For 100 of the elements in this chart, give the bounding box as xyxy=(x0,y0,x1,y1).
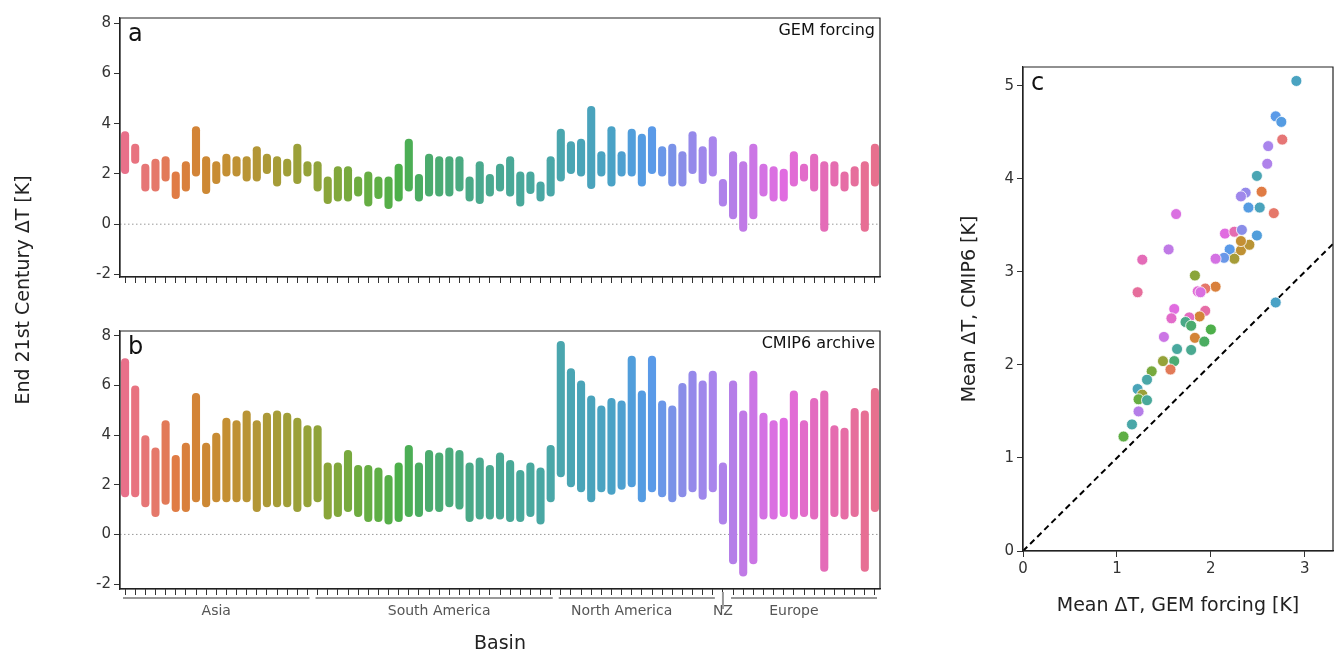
bar xyxy=(465,462,474,523)
point xyxy=(1164,363,1177,376)
point xyxy=(1189,331,1201,344)
bar xyxy=(343,166,353,202)
bar xyxy=(293,417,302,513)
bar xyxy=(830,425,839,518)
point xyxy=(1136,253,1149,266)
bar xyxy=(860,410,869,572)
point xyxy=(1267,207,1280,220)
bar xyxy=(688,131,697,174)
bar xyxy=(810,153,819,192)
bar xyxy=(688,370,697,493)
point xyxy=(1262,140,1275,153)
y-tick-label: 2 xyxy=(1004,354,1014,373)
point xyxy=(1253,201,1266,214)
bar xyxy=(151,158,160,192)
bar xyxy=(303,425,312,508)
bar xyxy=(627,355,636,488)
y-tick-label: 4 xyxy=(101,425,111,444)
bar xyxy=(546,445,555,503)
y-tick-label: 1 xyxy=(1004,447,1014,466)
point xyxy=(1185,344,1198,356)
bar xyxy=(870,388,879,513)
bar xyxy=(820,390,829,572)
bar xyxy=(202,442,211,508)
point xyxy=(1117,430,1130,443)
y-tick-label: 2 xyxy=(101,163,111,182)
bar xyxy=(587,106,596,189)
bar xyxy=(870,143,879,187)
x-tick-label: South America xyxy=(387,602,491,619)
bar xyxy=(739,410,748,577)
x-tick-label: 0 xyxy=(1018,558,1028,577)
bar xyxy=(151,447,160,518)
bar xyxy=(759,412,768,520)
y-tick-label: 5 xyxy=(1004,75,1014,94)
point xyxy=(1193,310,1206,323)
bar xyxy=(799,420,809,518)
point xyxy=(1126,418,1138,431)
bar xyxy=(181,442,190,513)
bar xyxy=(718,462,727,525)
bar xyxy=(191,126,201,177)
bar xyxy=(313,425,322,503)
x-tick-label: North America xyxy=(570,602,673,619)
bar xyxy=(637,390,646,503)
x-tick-label: NZ xyxy=(712,602,733,619)
bar xyxy=(425,450,434,513)
bar xyxy=(131,385,140,498)
y-tick-label: 0 xyxy=(1004,540,1014,559)
annotation: CMIP6 archive xyxy=(761,333,875,353)
bar xyxy=(668,143,677,187)
bar xyxy=(577,138,586,177)
bar xyxy=(333,462,342,518)
annotation: a xyxy=(128,19,143,48)
bar xyxy=(252,146,261,182)
point xyxy=(1251,170,1263,182)
bar xyxy=(617,400,626,490)
bar xyxy=(435,452,444,513)
annotation: GEM forcing xyxy=(778,20,875,40)
point xyxy=(1209,252,1222,265)
point xyxy=(1290,75,1303,87)
bar xyxy=(546,156,555,197)
bar xyxy=(678,151,687,187)
x-tick-label: Asia xyxy=(201,602,231,619)
bar xyxy=(506,156,515,197)
bar xyxy=(293,143,302,184)
point xyxy=(1261,157,1274,170)
y-tick-label: -2 xyxy=(96,264,111,283)
y-tick-label: 4 xyxy=(101,113,111,132)
bar xyxy=(283,412,292,508)
point xyxy=(1185,319,1198,332)
y-axis-title: End 21st Century ΔT [K] xyxy=(11,175,33,405)
bar xyxy=(789,390,798,520)
bar xyxy=(202,156,211,195)
y-tick-label: 2 xyxy=(101,474,111,493)
point xyxy=(1145,365,1158,378)
point xyxy=(1276,133,1289,146)
bar xyxy=(789,151,798,187)
bar xyxy=(374,467,383,523)
y-axis-title: Mean ΔT, CMIP6 [K] xyxy=(957,215,980,403)
bar xyxy=(232,420,241,503)
y-tick-label: 3 xyxy=(1004,261,1014,280)
bar xyxy=(404,138,413,192)
bar xyxy=(364,171,373,207)
bar xyxy=(556,128,565,182)
x-tick-label: 2 xyxy=(1206,558,1216,577)
bar xyxy=(769,166,778,202)
bar xyxy=(597,405,606,493)
bar xyxy=(343,450,353,513)
bar xyxy=(678,383,687,498)
point xyxy=(1219,227,1231,240)
bar xyxy=(435,156,444,197)
bar xyxy=(607,397,616,495)
bar xyxy=(566,141,575,174)
point xyxy=(1242,201,1255,214)
bar xyxy=(121,358,130,498)
point xyxy=(1255,185,1268,198)
bar xyxy=(779,168,788,202)
y-tick-label: 8 xyxy=(101,325,111,344)
annotation: c xyxy=(1031,68,1045,97)
bar xyxy=(141,435,150,508)
